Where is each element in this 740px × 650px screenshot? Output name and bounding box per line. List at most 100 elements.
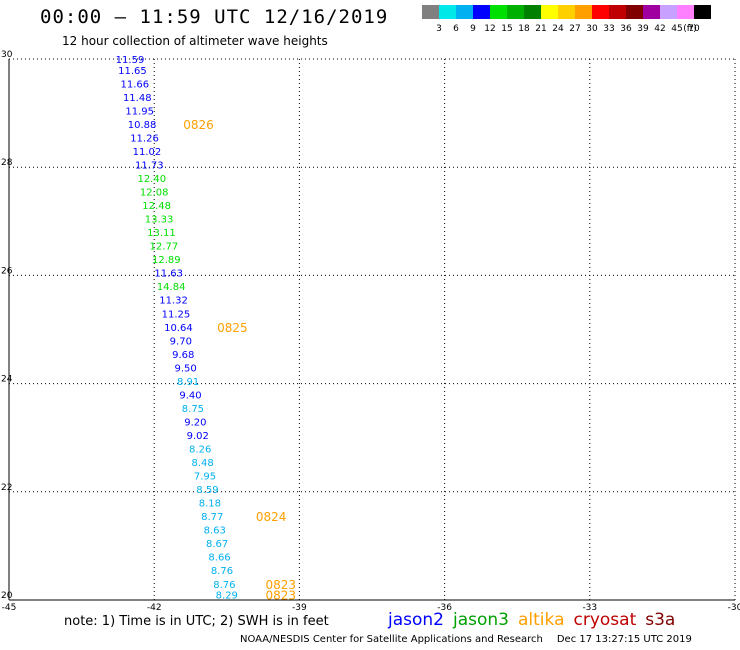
wave-height-point: 11.73 [135,160,164,171]
scale-swatch [558,5,575,19]
scale-swatch [541,5,558,19]
scale-swatch [609,5,626,19]
wave-height-point: 9.02 [187,431,209,442]
scale-swatch [592,5,609,19]
time-label: 0826 [183,118,214,132]
scale-tick-label: 33 [603,24,615,34]
scale-tick-label: 30 [586,24,598,34]
scale-swatch [439,5,456,19]
wave-height-point: 12.77 [150,242,179,253]
scale-tick-label: 6 [453,24,459,34]
wave-height-point: 11.25 [162,309,191,320]
scale-tick-label: 3 [436,24,442,34]
scale-swatch [660,5,677,19]
scale-tick-label: 18 [518,24,530,34]
wave-height-point: 11.48 [123,93,152,104]
scale-tick-label: 39 [637,24,649,34]
footer: NOAA/NESDIS Center for Satellite Applica… [240,634,692,645]
chart-subtitle: 12 hour collection of altimeter wave hei… [62,34,328,48]
scale-tick-label: 27 [569,24,581,34]
scale-swatch [575,5,592,19]
scale-tick-label: 70 [688,24,700,34]
wave-height-point: 8.48 [191,458,213,469]
time-label: 0825 [217,321,248,335]
scale-swatch [677,5,694,19]
satellite-legend-jason3: jason3 [453,610,509,630]
x-tick-label: -45 [2,603,17,613]
wave-height-point: 12.48 [142,201,171,212]
wave-height-point: 11.95 [125,106,154,117]
scale-swatch [643,5,660,19]
wave-height-point: 8.18 [199,499,221,510]
wave-height-point: 8.63 [204,526,226,537]
wave-height-point: 11.63 [154,269,183,280]
scale-swatch [626,5,643,19]
satellite-legend: jason2 jason3 altika cryosat s3a [388,610,684,630]
x-tick-label: -42 [147,603,162,613]
wave-height-point: 8.76 [213,580,235,591]
wave-height-point: 11.65 [118,66,147,77]
scale-tick-label: 36 [620,24,632,34]
time-label: 0823 [266,578,297,592]
scale-swatch [473,5,490,19]
wave-height-point: 8.66 [208,553,230,564]
wave-height-point: 13.33 [145,215,174,226]
wave-height-point: 12.40 [137,174,166,185]
wave-height-point: 9.68 [172,350,194,361]
scale-tick-label: 21 [535,24,547,34]
satellite-legend-altika: altika [518,610,565,630]
units-note: note: 1) Time is in UTC; 2) SWH is in fe… [64,614,329,629]
wave-height-point: 11.02 [133,147,162,158]
y-tick-label: 30 [1,50,13,60]
scale-swatch [694,5,711,19]
wave-height-point: 12.89 [152,255,181,266]
scale-swatch [490,5,507,19]
wave-height-point: 8.76 [211,566,233,577]
wave-height-point: 10.64 [164,323,193,334]
wave-height-point: 8.91 [177,377,199,388]
x-tick-label: -33 [582,603,597,613]
wave-height-point: 9.20 [184,417,206,428]
wave-height-point: 11.26 [130,133,159,144]
wave-height-point: 8.26 [189,445,211,456]
x-tick-label: -39 [292,603,307,613]
wave-height-point: 10.88 [128,120,157,131]
time-label: 0823 [266,589,297,603]
wave-height-point: 12.08 [140,188,169,199]
scale-tick-label: 15 [501,24,513,34]
wave-height-point: 11.32 [159,296,188,307]
scale-swatch [456,5,473,19]
wave-height-point: 8.75 [182,404,204,415]
wave-height-point: 11.66 [121,79,150,90]
time-label: 0824 [256,510,287,524]
wave-height-point: 9.50 [175,363,197,374]
satellite-legend-s3a: s3a [645,610,676,630]
wave-height-point: 8.77 [201,512,223,523]
y-tick-label: 22 [1,483,12,493]
footer-timestamp: Dec 17 13:27:15 UTC 2019 [556,634,692,645]
wave-height-point: 13.11 [147,228,176,239]
wave-height-point: 7.95 [194,472,216,483]
footer-credit: NOAA/NESDIS Center for Satellite Applica… [240,634,543,645]
x-tick-label: -36 [437,603,452,613]
scale-swatch [422,5,439,19]
satellite-legend-cryosat: cryosat [573,610,637,630]
wave-height-point: 8.59 [196,485,218,496]
y-tick-label: 28 [1,158,13,168]
scale-tick-label: 42 [654,24,666,34]
wave-height-point: 11.59 [116,55,145,66]
wave-height-point: 9.40 [179,390,201,401]
scale-swatch [507,5,524,19]
wave-height-point: 9.70 [170,336,192,347]
scale-tick-label: 24 [552,24,564,34]
y-tick-label: 20 [1,591,13,601]
scale-tick-label: 45 [671,24,683,34]
y-tick-label: 24 [1,375,13,385]
scale-swatch [524,5,541,19]
satellite-legend-jason2: jason2 [388,610,444,630]
x-tick-label: -30 [728,603,740,613]
chart-title: 00:00 – 11:59 UTC 12/16/2019 [40,6,389,28]
wave-height-point: 14.84 [157,282,186,293]
wave-height-point: 8.29 [216,591,238,602]
